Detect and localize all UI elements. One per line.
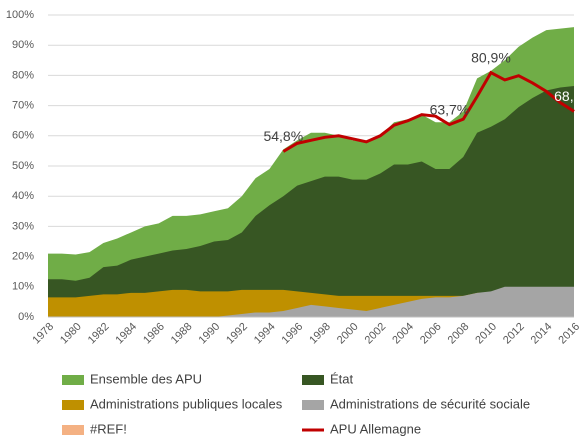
- y-tick-label: 90%: [12, 39, 34, 51]
- legend-label: APU Allemagne: [330, 421, 421, 436]
- annotation: 68,1%: [554, 88, 585, 104]
- legend-label: État: [330, 371, 354, 386]
- legend-label: #REF!: [90, 421, 127, 436]
- x-tick-label: 1978: [30, 321, 56, 347]
- x-tick-label: 1998: [307, 321, 333, 347]
- x-tick-label: 2002: [363, 321, 389, 347]
- x-tick-label: 1992: [224, 321, 250, 347]
- legend-label: Ensemble des APU: [90, 371, 202, 386]
- x-tick-label: 2014: [529, 321, 555, 347]
- x-tick-label: 2008: [446, 321, 472, 347]
- y-tick-label: 40%: [12, 190, 34, 202]
- x-tick-label: 2010: [473, 321, 499, 347]
- annotation: 63,7%: [430, 101, 470, 117]
- x-tick-label: 2012: [501, 321, 527, 347]
- x-tick-label: 1996: [280, 321, 306, 347]
- y-tick-label: 50%: [12, 160, 34, 172]
- x-tick-label: 2016: [556, 321, 582, 347]
- y-tick-label: 60%: [12, 130, 34, 142]
- area: [48, 85, 574, 317]
- annotation: 54,8%: [263, 128, 303, 144]
- x-tick-label: 2006: [418, 321, 444, 347]
- line: [282, 70, 575, 153]
- x-tick-label: 1982: [86, 321, 112, 347]
- y-tick-label: 30%: [12, 220, 34, 232]
- x-tick-label: 2000: [335, 321, 361, 347]
- y-tick-label: 70%: [12, 100, 34, 112]
- x-tick-label: 1986: [141, 321, 167, 347]
- legend-swatch: [302, 400, 324, 410]
- y-tick-label: 100%: [6, 9, 34, 21]
- legend-swatch: [62, 400, 84, 410]
- y-tick-label: 80%: [12, 69, 34, 81]
- legend-label: Administrations de sécurité sociale: [330, 396, 530, 411]
- x-tick-label: 1990: [196, 321, 222, 347]
- x-tick-label: 1988: [169, 321, 195, 347]
- y-tick-label: 0%: [18, 311, 34, 323]
- legend-swatch: [62, 425, 84, 435]
- x-tick-label: 1980: [58, 321, 84, 347]
- x-tick-label: 2004: [390, 321, 416, 347]
- area: [48, 286, 574, 317]
- annotation: 80,9%: [471, 49, 511, 65]
- legend-label: Administrations publiques locales: [90, 396, 283, 411]
- x-tick-label: 1984: [113, 321, 139, 347]
- legend-swatch: [302, 375, 324, 385]
- x-tick-label: 1994: [252, 321, 278, 347]
- y-tick-label: 10%: [12, 281, 34, 293]
- legend-swatch: [62, 375, 84, 385]
- y-tick-label: 20%: [12, 251, 34, 263]
